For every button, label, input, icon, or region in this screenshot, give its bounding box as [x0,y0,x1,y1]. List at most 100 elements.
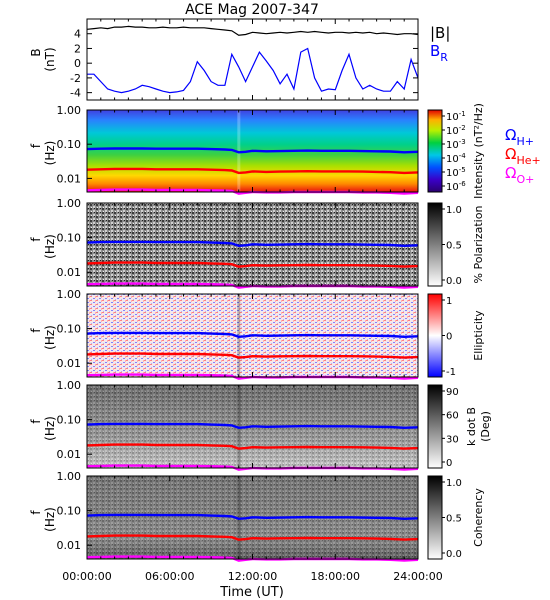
y-axis-label: B [29,48,43,56]
disturbance-stripe [237,385,241,468]
legend-omega-h-plus: ΩH+ [505,126,534,148]
y-axis-unit: (Hz) [43,325,57,350]
gyrofrequency-line-h-plus [86,513,419,521]
y-tick-label: 0.10 [57,505,82,518]
y-tick-label: 0.01 [57,357,82,370]
colorbar-tick-label: 30 [446,434,459,445]
y-axis-unit: (Hz) [43,141,57,166]
colorbar-tick-label: 1.0 [446,205,462,216]
y-axis-unit: (nT) [43,47,57,71]
y-axis-unit: (Hz) [43,416,57,441]
y-axis-unit: (Hz) [43,234,57,259]
gyrofrequency-line-h-plus [86,240,419,248]
y-tick-label: 0.01 [57,266,82,279]
y-axis-label: f [29,237,43,242]
panel-k-dot-b: 1.00 0.10 0.01 f (Hz) 90 60 30 0 k dot B (Deg) [29,379,492,471]
x-tick-label: 00:00:00 [62,570,111,583]
colorbar-tick-label: 10-3 [446,138,466,151]
disturbance-stripe [237,294,241,377]
legend-b-magnitude: |B| [430,24,450,42]
y-tick-label: 0.10 [57,138,82,151]
x-tick-label: 24:00:00 [393,570,442,583]
panel-b-field: 42 0 -2 -4 B (nT) |B|BR [29,18,450,101]
colorbar-label: Coherency [472,488,485,547]
y-tick-label: 0.01 [57,539,82,552]
colorbar [427,475,443,560]
y-axis-label: f [29,143,43,148]
legend-b-radial: BR [430,42,448,64]
y-axis-unit: (Hz) [43,507,57,532]
y-tick-label: 0.01 [57,172,82,185]
y-tick-label: 0.10 [57,414,82,427]
colorbar-label: k dot B [465,407,478,446]
series-line-b-magnitude [86,25,419,36]
y-tick-label: 1.00 [57,379,82,392]
x-tick-label: 12:00:00 [228,570,277,583]
colorbar-tick-label: 0.0 [446,276,462,287]
legend-omega-he-plus: ΩHe+ [505,145,541,167]
x-tick-label: 18:00:00 [311,570,360,583]
panel-polarization: 1.00 0.10 0.01 f (Hz) 1.0 0.5 0.0 % Polarization [29,197,485,289]
time-axis: 00:00:00 06:00:00 12:00:00 18:00:00 24:00:00 [62,570,442,583]
y-tick-label: -2 [70,72,81,85]
colorbar-tick-label: 0 [446,332,452,343]
gyrofrequency-line-h-plus [86,147,419,154]
y-axis-label: f [29,510,43,515]
gyrofrequency-line-he-plus [86,443,419,450]
colorbar-tick-label: 10-1 [446,110,466,123]
disturbance-stripe [237,203,241,286]
colorbar-label: % Polarization [472,206,485,284]
y-tick-label: 1.00 [57,197,82,210]
colorbar-tick-label: 1 [446,296,452,307]
colorbar [427,109,443,193]
gyrofrequency-line-he-plus [86,167,419,175]
figure-title: ACE Mag 2007-347 [185,2,319,18]
y-tick-label: -4 [70,87,81,100]
y-tick-label: 0 [74,57,81,70]
colorbar-tick-label: 10-2 [446,124,466,137]
panel-ellipticity: 1.00 0.10 0.01 f (Hz) 1 0 -1 Ellipticity [29,288,485,380]
y-axis-label: f [29,419,43,424]
x-axis-label: Time (UT) [219,585,284,600]
panel-intensity: 1.00 0.10 0.01 f (Hz) 10-110-210-310-410-510-… [29,103,541,199]
y-tick-label: 0.10 [57,232,82,245]
y-tick-label: 0.01 [57,448,82,461]
colorbar-tick-label: 10-4 [446,152,466,165]
y-tick-label: 1.00 [57,104,82,117]
panel-coherency: 1.00 0.10 0.01 f (Hz) 1.0 0.5 0.0 Coherency [29,470,485,562]
gyrofrequency-line-he-plus [86,261,419,268]
colorbar-tick-label: 0.5 [446,514,462,525]
y-tick-label: 4 [74,28,81,41]
panels: 420-2-4B (nT)|B|BR1.000.100.01f (Hz)10-110… [29,18,541,583]
colorbar-tick-label: -1 [446,367,456,378]
x-tick-label: 06:00:00 [145,570,194,583]
colorbar-tick-label: 60 [446,411,459,422]
series-line-b-radial [87,47,419,94]
colorbar-tick-label: 0 [446,458,452,469]
colorbar-label: (Deg) [479,411,492,442]
y-tick-label: 2 [74,42,81,55]
y-tick-label: 0.10 [57,323,82,336]
gyrofrequency-line-h-plus [86,331,419,339]
colorbar-tick-label: 0.5 [446,241,462,252]
gyrofrequency-line-h-plus [86,422,419,430]
colorbar [427,293,443,378]
gyrofrequency-line-he-plus [86,352,419,359]
colorbar-tick-label: 90 [446,387,459,398]
disturbance-stripe [237,476,241,559]
colorbar-tick-label: 10-5 [446,166,466,179]
y-axis-label: f [29,328,43,333]
colorbar-tick-label: 1.0 [446,478,462,489]
colorbar-label: Ellipticity [472,310,485,361]
gyrofrequency-line-he-plus [86,534,419,541]
colorbar-tick-label: 10-6 [446,180,466,193]
colorbar-label: Intensity (nT²/Hz) [472,103,485,199]
y-tick-label: 1.00 [57,288,82,301]
colorbar [427,202,443,287]
disturbance-stripe [237,110,241,192]
legend-omega-o-plus: ΩO+ [505,164,534,186]
colorbar [427,384,443,469]
y-tick-label: 1.00 [57,470,82,483]
colorbar-tick-label: 0.0 [446,549,462,560]
